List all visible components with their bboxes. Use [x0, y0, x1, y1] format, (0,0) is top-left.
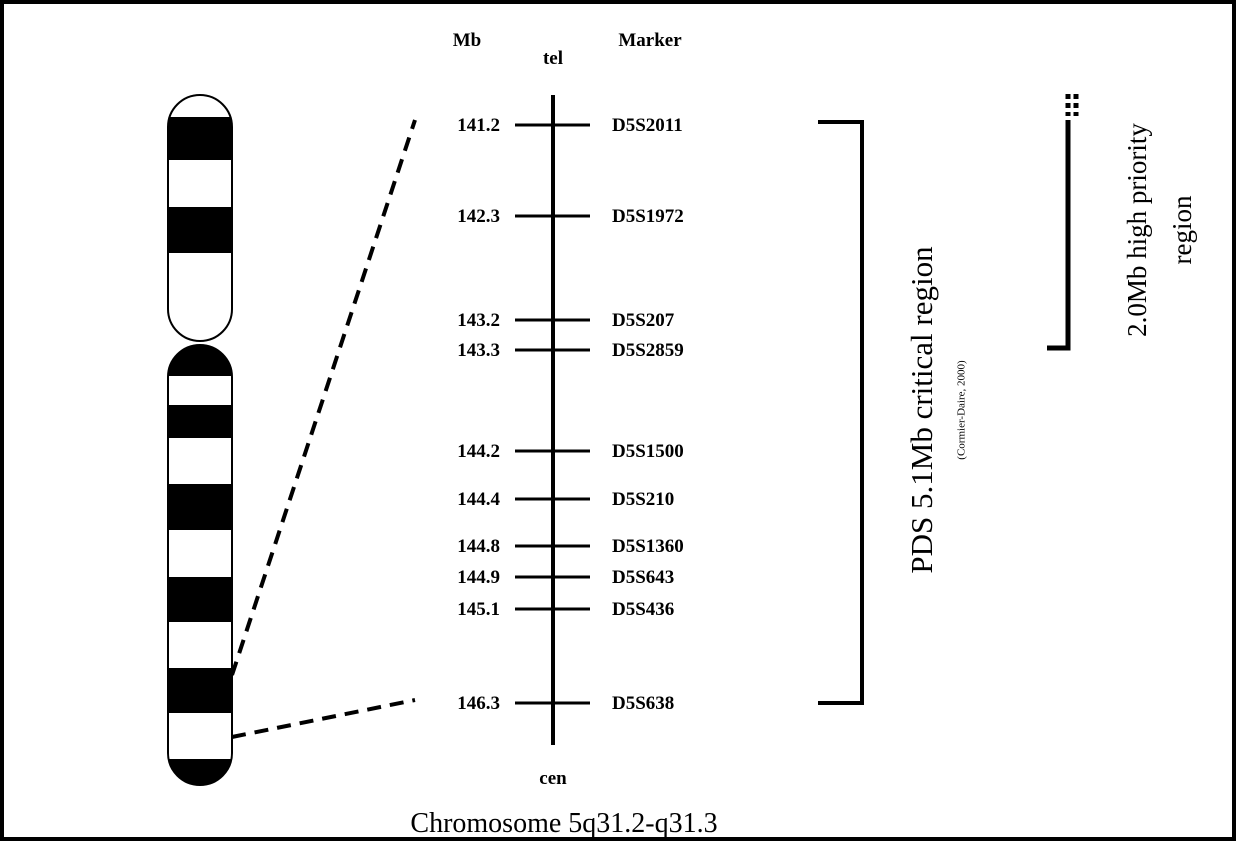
- band: [168, 253, 232, 300]
- marker-name: D5S436: [612, 599, 674, 620]
- citation: (Cormier-Daire, 2000): [956, 360, 968, 460]
- chromosome: [167, 94, 233, 786]
- mb-position: 144.8: [457, 536, 500, 557]
- critical-bracket: [818, 120, 864, 705]
- marker-name: D5S210: [612, 489, 674, 510]
- band: [168, 207, 232, 253]
- band: [168, 160, 232, 207]
- band: [168, 376, 232, 405]
- marker-name: D5S2859: [612, 340, 684, 361]
- band: [168, 405, 232, 438]
- critical-label: PDS 5.1Mb critical region: [904, 246, 939, 574]
- tel-label: tel: [543, 48, 563, 69]
- marker-name: D5S1360: [612, 536, 684, 557]
- marker-name: D5S207: [612, 310, 675, 331]
- zoom-line: [230, 119, 417, 676]
- marker-name: D5S1500: [612, 441, 684, 462]
- mb-position: 143.2: [457, 310, 500, 331]
- band: [168, 117, 232, 160]
- marker-name: D5S2011: [612, 115, 683, 136]
- markers: 141.2 D5S2011 142.3 D5S1972 143.2 D5S207 143.3…: [457, 115, 684, 714]
- band: [168, 713, 232, 759]
- mb-header: Mb: [453, 30, 482, 51]
- band: [168, 484, 232, 530]
- mb-position: 144.4: [457, 489, 500, 510]
- band: [168, 438, 232, 484]
- marker-name: D5S638: [612, 693, 674, 714]
- marker-name: D5S643: [612, 567, 674, 588]
- mb-position: 142.3: [457, 206, 500, 227]
- mb-position: 144.9: [457, 567, 500, 588]
- mb-position: 141.2: [457, 115, 500, 136]
- caption: Chromosome 5q31.2-q31.3: [410, 808, 717, 839]
- mb-position: 145.1: [457, 599, 500, 620]
- arm-outline: [167, 94, 233, 342]
- band: [168, 622, 232, 668]
- zoom-line: [231, 698, 416, 739]
- marker-header: Marker: [618, 30, 682, 51]
- mb-position: 144.2: [457, 441, 500, 462]
- cen-label: cen: [539, 768, 567, 789]
- band: [168, 530, 232, 577]
- priority-bracket: [1047, 120, 1071, 351]
- priority-label: region: [1167, 195, 1197, 264]
- marker-name: D5S1972: [612, 206, 684, 227]
- band: [168, 577, 232, 622]
- arm-outline: [167, 344, 233, 786]
- band: [168, 95, 232, 117]
- upper-arm: [168, 95, 232, 341]
- lower-arm: [168, 345, 232, 785]
- mb-position: 143.3: [457, 340, 500, 361]
- priority-label: 2.0Mb high priority: [1122, 123, 1152, 337]
- band: [168, 668, 232, 713]
- mb-position: 146.3: [457, 693, 500, 714]
